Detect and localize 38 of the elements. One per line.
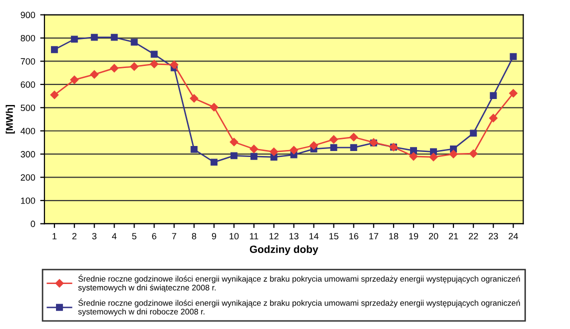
y-tick-label: 900 — [20, 12, 36, 18]
x-tick-label: 18 — [389, 232, 398, 240]
x-tick-label: 3 — [92, 232, 96, 240]
legend-label: Średnie roczne godzinowe ilości energii wynikające z braku pokrycia umowami sprzedaży energii występujących ograniczeń systemowych w dni robocze 2008 r. — [78, 298, 520, 316]
x-tick-label: 24 — [508, 232, 518, 240]
x-tick-label: 1 — [52, 233, 57, 240]
y-tick-label: 200 — [20, 174, 36, 181]
x-axis-title: Godziny doby — [250, 245, 318, 256]
y-tick-label: 800 — [20, 34, 36, 42]
x-tick-label: 5 — [132, 233, 136, 240]
x-tick-label: 6 — [152, 232, 156, 240]
y-axis-title: [MWh] — [6, 104, 15, 134]
y-tick-label: 600 — [20, 81, 36, 88]
x-tick-label: 11 — [250, 233, 258, 240]
y-tick-label: 500 — [20, 104, 36, 112]
legend-label: Średnie roczne godzinowe ilości energii wynikające z braku pokrycia umowami sprzedaży energii występujących ograniczeń systemowych w dni świąteczne 2008 r. — [78, 274, 520, 292]
x-tick-label: 15 — [329, 233, 338, 240]
y-tick-label: 400 — [20, 128, 36, 134]
y-tick-label: 100 — [21, 197, 36, 204]
x-tick-label: 20 — [428, 232, 438, 240]
x-tick-label: 9 — [212, 232, 216, 240]
y-tick-label: 300 — [20, 151, 36, 158]
x-tick-label: 13 — [290, 232, 298, 240]
y-tick-label: 700 — [20, 58, 36, 65]
x-tick-label: 14 — [309, 233, 319, 240]
x-tick-label: 4 — [112, 233, 117, 240]
x-tick-label: 16 — [349, 232, 358, 240]
x-tick-label: 7 — [172, 233, 176, 240]
y-tick-label: 0 — [30, 220, 36, 228]
x-tick-label: 8 — [192, 232, 196, 240]
x-tick-label: 12 — [270, 232, 278, 240]
x-tick-label: 17 — [369, 233, 378, 240]
x-tick-label: 21 — [448, 232, 458, 240]
x-tick-label: 19 — [409, 232, 418, 240]
x-tick-label: 2 — [72, 232, 76, 240]
x-tick-label: 23 — [488, 232, 498, 240]
x-tick-label: 22 — [468, 232, 478, 240]
x-tick-label: 10 — [230, 232, 239, 240]
